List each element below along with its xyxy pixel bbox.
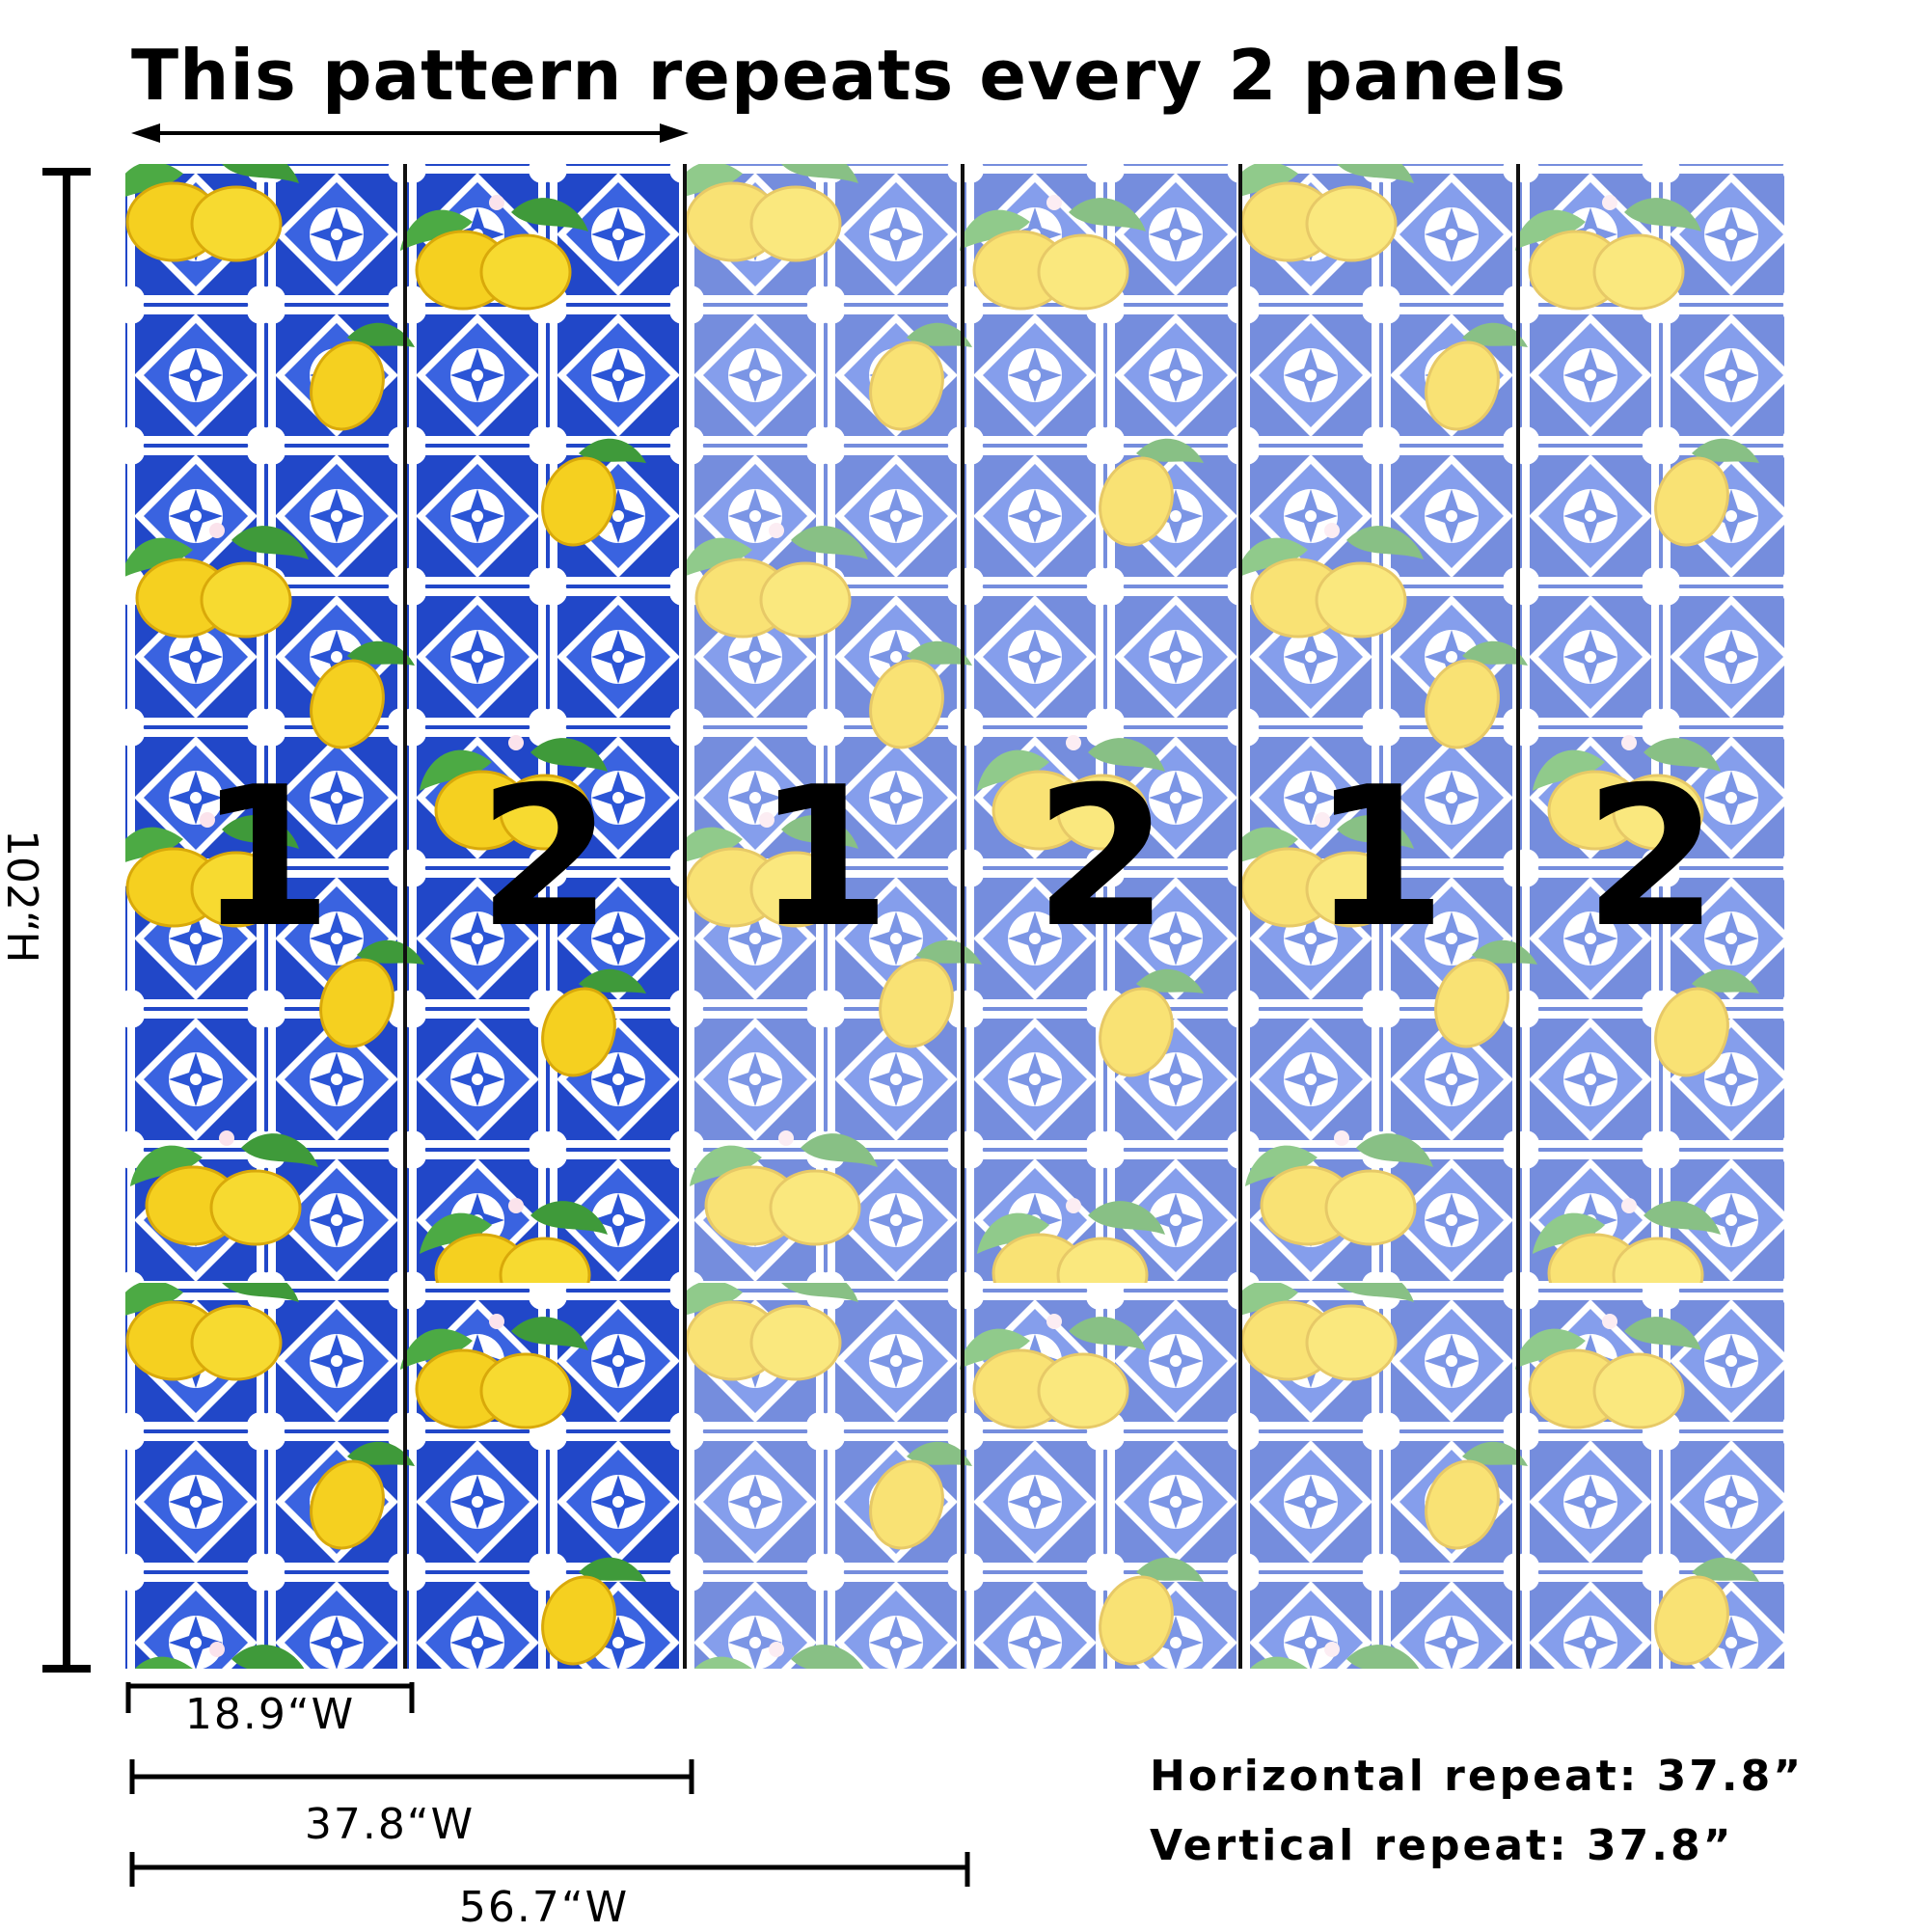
vertical-repeat-value: 37.8” [1587, 1821, 1734, 1870]
panel-seam [1516, 164, 1520, 1669]
panel-1: 1 [125, 164, 405, 1669]
panel-seam [961, 164, 964, 1669]
tile-pattern [1240, 164, 1518, 1669]
tile-pattern [405, 164, 685, 1669]
diagram-title: This pattern repeats every 2 panels [131, 35, 1567, 116]
panel-number: 1 [198, 746, 333, 970]
faded-overlay [685, 164, 963, 1669]
panel-number: 1 [756, 746, 891, 970]
panel-seam [403, 164, 407, 1669]
tile-pattern [685, 164, 963, 1669]
wallpaper-mural: 1 2 1 2 1 [125, 164, 1784, 1669]
dimension-label-1-panel: 18.9“W [184, 1690, 356, 1739]
height-ruler [42, 168, 91, 1673]
faded-overlay [963, 164, 1240, 1669]
dimension-label-3-panels: 56.7“W [458, 1883, 630, 1932]
panel-seam [683, 164, 687, 1669]
panel-number: 1 [1312, 746, 1447, 970]
panel-2: 2 [405, 164, 685, 1669]
faded-overlay [1240, 164, 1518, 1669]
panel-number: 2 [1034, 746, 1169, 970]
dimension-label-2-panels: 37.8“W [304, 1800, 475, 1849]
panel-5: 1 [1240, 164, 1518, 1669]
horizontal-repeat-label: Horizontal repeat: [1150, 1752, 1640, 1801]
vertical-repeat-label: Vertical repeat: [1150, 1821, 1569, 1870]
panel-3: 1 [685, 164, 963, 1669]
panel-6: 2 [1518, 164, 1784, 1669]
panel-number: 2 [1584, 746, 1719, 970]
dimension-line-3-panels [129, 1852, 970, 1887]
panel-4: 2 [963, 164, 1240, 1669]
faded-overlay [1518, 164, 1784, 1669]
tile-pattern [1518, 164, 1784, 1669]
horizontal-repeat: Horizontal repeat: 37.8” [1150, 1752, 1804, 1801]
panel-number: 2 [477, 746, 612, 970]
pattern-span-arrow [131, 123, 689, 143]
tile-pattern [125, 164, 405, 1669]
height-label: 102“H [0, 830, 46, 964]
vertical-repeat: Vertical repeat: 37.8” [1150, 1821, 1734, 1870]
horizontal-repeat-value: 37.8” [1656, 1752, 1805, 1801]
dimension-line-1-panel [125, 1682, 415, 1713]
tile-pattern [963, 164, 1240, 1669]
panel-seam [1238, 164, 1242, 1669]
dimension-line-2-panels [129, 1759, 694, 1794]
